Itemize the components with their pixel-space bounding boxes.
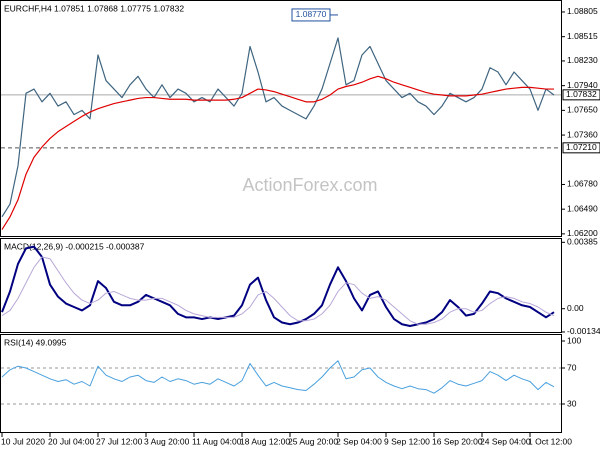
x-tick-label: 27 Jul 12:00 [96, 436, 143, 446]
x-tick-label: 1 Oct 12:00 [528, 436, 572, 446]
series-line [1, 75, 554, 230]
current-price-label: 1.07832 [566, 89, 597, 99]
x-tick-label: 2 Sep 04:00 [336, 436, 382, 446]
y-tick-label: 1.07940 [567, 80, 598, 90]
panel-title: RSI(14) 49.0995 [4, 337, 67, 347]
panel-title: EURCHF,H4 1.07851 1.07868 1.07775 1.0783… [4, 3, 184, 13]
y-tick-label: 1.06780 [567, 179, 598, 189]
y-tick-label: 100 [567, 335, 581, 345]
level-box [562, 142, 600, 154]
x-tick-label: 10 Jul 2020 [1, 436, 45, 446]
x-tick-label: 18 Aug 12:00 [240, 436, 290, 446]
x-tick-label: 16 Sep 20:00 [432, 436, 483, 446]
series-line [1, 360, 555, 394]
y-tick-label: 1.07360 [567, 129, 598, 139]
y-tick-label: 1.08805 [567, 6, 598, 16]
y-tick-label: 30 [567, 398, 577, 408]
current-price-box [562, 89, 600, 101]
y-tick-label: 0.00 [567, 303, 584, 313]
main-panel [0, 0, 562, 237]
y-tick-label: 0.00385 [567, 237, 598, 247]
x-tick-label: 9 Sep 12:00 [384, 436, 430, 446]
watermark: ActionForex.com [242, 175, 377, 195]
series-line [1, 245, 555, 327]
y-tick-label: 70 [567, 362, 577, 372]
y-tick-label: 1.07650 [567, 105, 598, 115]
x-tick-label: 25 Aug 20:00 [288, 436, 338, 446]
rsi-panel [0, 334, 562, 433]
annotation-label: 1.08770 [296, 9, 327, 19]
y-tick-label: 1.06200 [567, 228, 598, 238]
series-line [1, 37, 555, 218]
x-tick-label: 3 Aug 20:00 [144, 436, 190, 446]
y-tick-label: 1.06490 [567, 203, 598, 213]
x-tick-label: 20 Jul 04:00 [48, 436, 95, 446]
y-tick-label: 1.08515 [567, 31, 598, 41]
panel-title: MACD(12,26,9) -0.000215 -0.000387 [4, 241, 145, 251]
level-label: 1.07210 [566, 142, 597, 152]
y-tick-label: 1.08230 [567, 55, 598, 65]
x-tick-label: 11 Aug 04:00 [192, 436, 242, 446]
macd-panel [0, 238, 562, 333]
series-line [1, 256, 555, 325]
y-tick-label: -0.001348 [567, 326, 600, 336]
x-tick-label: 24 Sep 04:00 [480, 436, 531, 446]
